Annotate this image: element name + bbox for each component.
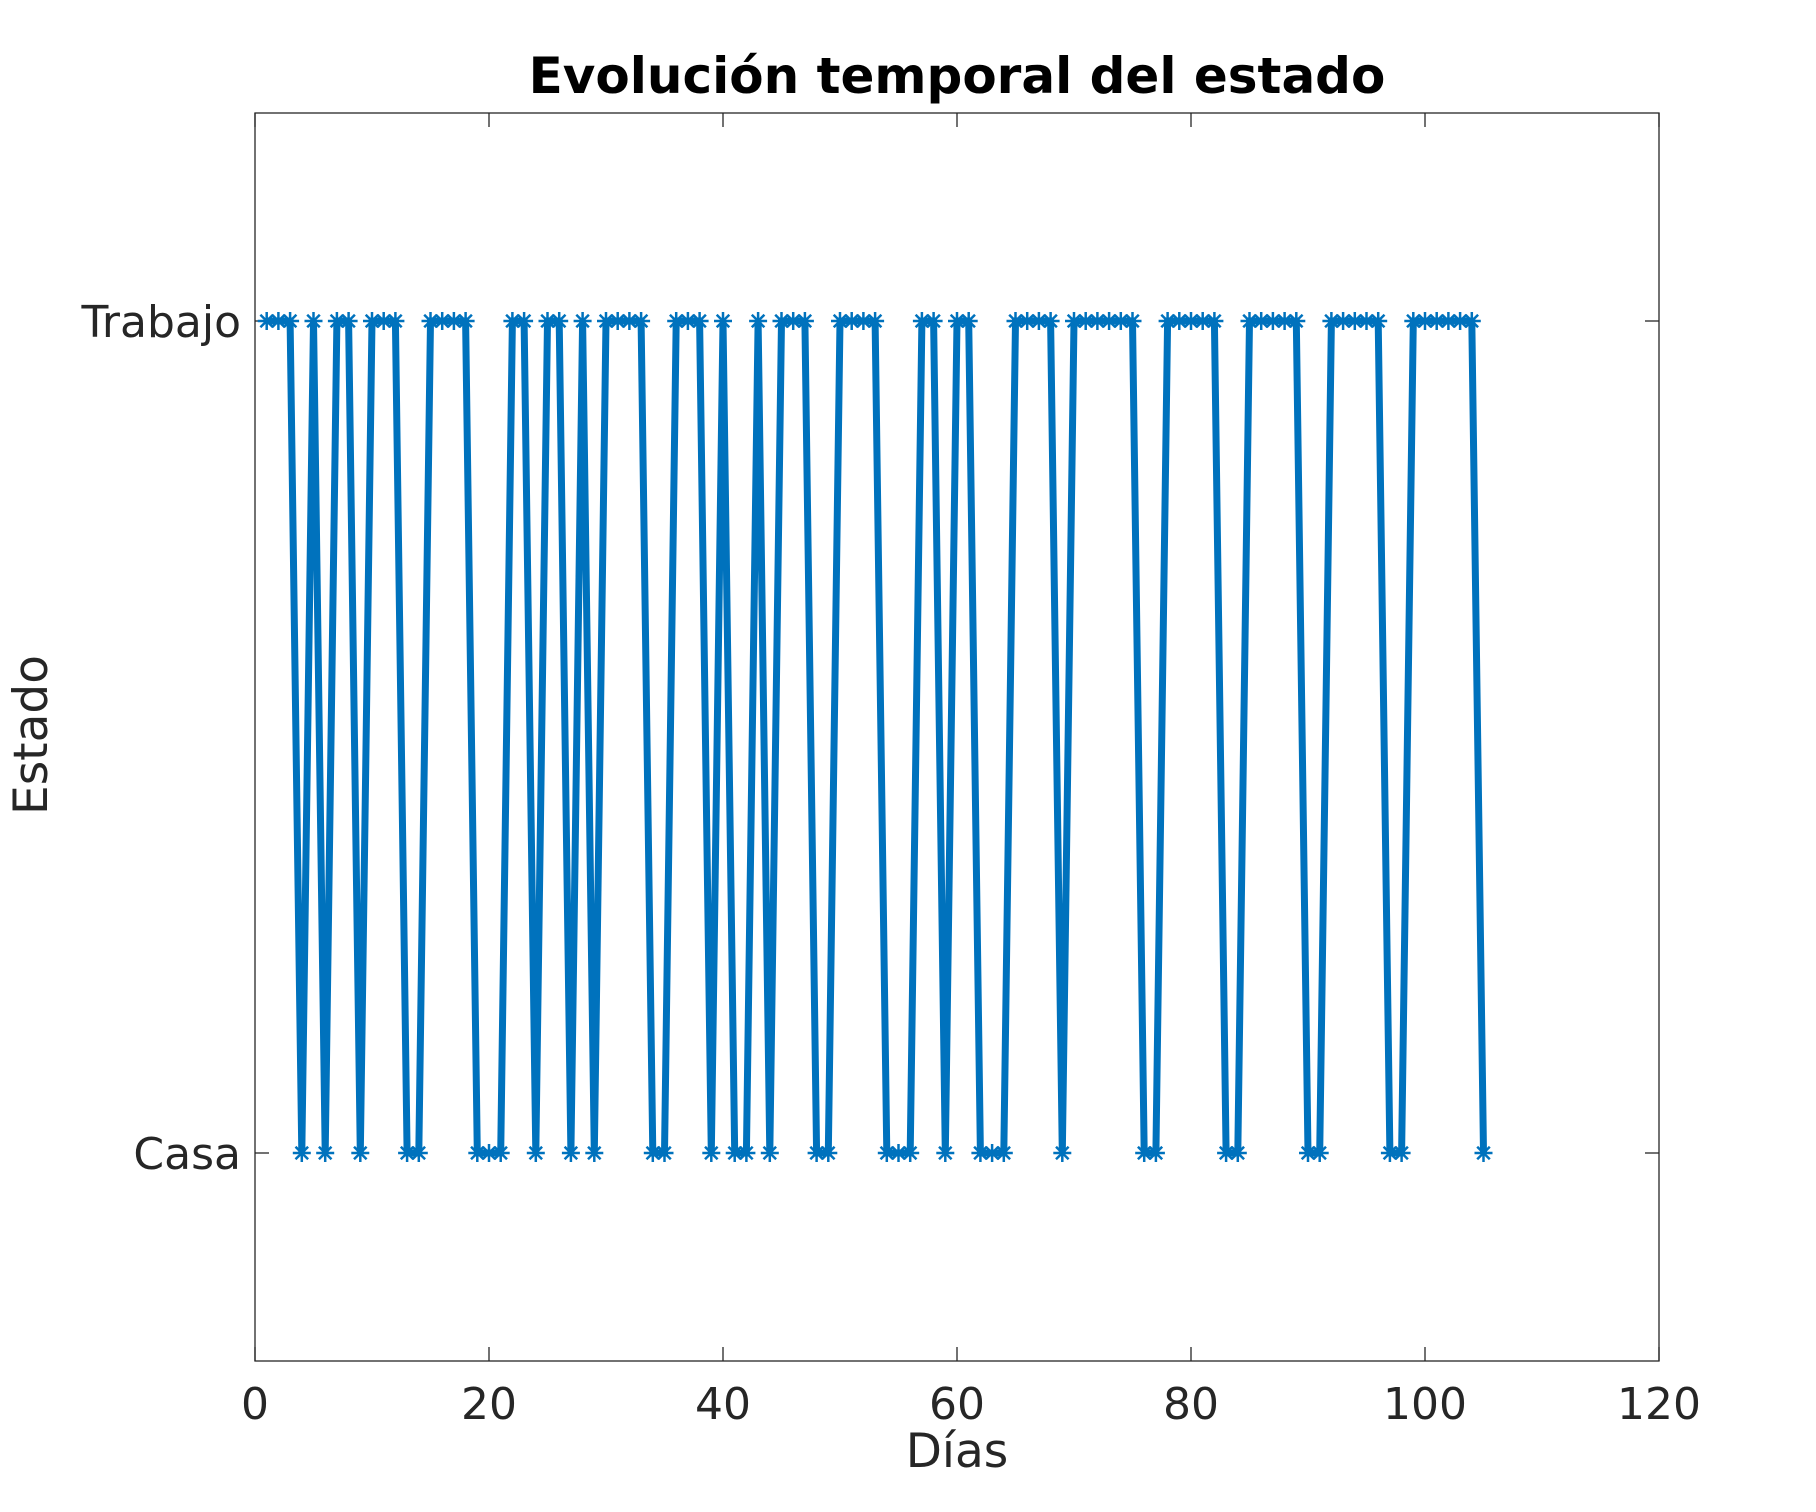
data-point bbox=[737, 1144, 756, 1162]
data-point bbox=[784, 312, 803, 330]
y-tick-label: Trabajo bbox=[81, 297, 242, 348]
data-point bbox=[363, 312, 381, 330]
data-point bbox=[573, 312, 592, 330]
data-point bbox=[1474, 1144, 1493, 1162]
data-point bbox=[1041, 312, 1060, 330]
data-point bbox=[1076, 312, 1095, 330]
data-point bbox=[1123, 312, 1142, 330]
x-axis-label: Días bbox=[906, 1424, 1009, 1479]
data-point bbox=[1065, 312, 1083, 330]
data-point bbox=[749, 312, 768, 330]
data-point bbox=[1369, 312, 1388, 330]
data-point bbox=[948, 312, 966, 330]
chart-title: Evolución temporal del estado bbox=[529, 47, 1386, 105]
x-tick-label: 40 bbox=[695, 1379, 751, 1430]
data-point bbox=[655, 1144, 674, 1162]
data-point bbox=[936, 1144, 955, 1162]
data-point bbox=[1416, 312, 1434, 330]
data-point bbox=[959, 312, 978, 330]
data-point bbox=[1392, 1144, 1411, 1162]
x-tick-label: 100 bbox=[1383, 1379, 1467, 1430]
data-point bbox=[421, 312, 440, 330]
data-point bbox=[1146, 1144, 1165, 1162]
data-point bbox=[760, 1144, 779, 1162]
x-tick-label: 60 bbox=[929, 1379, 985, 1430]
data-point bbox=[819, 1144, 838, 1162]
plot-background bbox=[255, 113, 1659, 1361]
data-point bbox=[994, 1144, 1013, 1162]
series-0 bbox=[257, 312, 1493, 1162]
data-point bbox=[1053, 1144, 1072, 1162]
data-point bbox=[854, 312, 873, 330]
data-point bbox=[702, 1144, 721, 1162]
axes-box bbox=[254, 112, 1660, 1362]
data-point bbox=[515, 312, 534, 330]
data-point bbox=[608, 312, 627, 330]
data-point bbox=[901, 1144, 920, 1162]
data-point bbox=[409, 1144, 428, 1162]
plot-area bbox=[255, 113, 1659, 1361]
data-point bbox=[889, 1144, 908, 1162]
data-point bbox=[866, 312, 885, 330]
data-point bbox=[561, 1144, 580, 1162]
data-point bbox=[503, 312, 522, 330]
data-point bbox=[725, 1144, 744, 1162]
data-point bbox=[351, 1144, 370, 1162]
x-tick-label: 0 bbox=[241, 1379, 269, 1430]
data-point bbox=[924, 312, 943, 330]
x-tick-label: 80 bbox=[1163, 1379, 1219, 1430]
data-point bbox=[526, 1144, 545, 1162]
data-point bbox=[304, 312, 323, 330]
data-point bbox=[877, 1144, 896, 1162]
x-tick-label: 20 bbox=[461, 1379, 517, 1430]
data-point bbox=[585, 1144, 604, 1162]
y-tick-label: Casa bbox=[133, 1129, 241, 1180]
data-point bbox=[597, 312, 615, 330]
data-point bbox=[292, 1144, 311, 1162]
data-point bbox=[398, 1144, 417, 1162]
data-point bbox=[456, 312, 475, 330]
data-point bbox=[842, 312, 861, 330]
data-point bbox=[1380, 1144, 1399, 1162]
data-point bbox=[281, 312, 300, 330]
data-point bbox=[1170, 312, 1189, 330]
data-point bbox=[1287, 312, 1306, 330]
data-point bbox=[1275, 312, 1294, 330]
data-point bbox=[632, 312, 651, 330]
data-point bbox=[1205, 312, 1224, 330]
data-point bbox=[1462, 312, 1481, 330]
data-point bbox=[339, 312, 358, 330]
y-axis-label: Estado bbox=[4, 655, 59, 815]
data-point bbox=[795, 312, 814, 330]
data-point bbox=[386, 312, 405, 330]
data-point bbox=[316, 1144, 335, 1162]
data-point bbox=[1158, 312, 1177, 330]
data-point bbox=[491, 1144, 510, 1162]
series-layer bbox=[257, 312, 1493, 1162]
data-point bbox=[690, 312, 709, 330]
axes-frame bbox=[254, 112, 1660, 1362]
data-point bbox=[1228, 1144, 1247, 1162]
data-point bbox=[550, 312, 569, 330]
data-point bbox=[1029, 312, 1048, 330]
data-point bbox=[714, 312, 732, 330]
data-point bbox=[1217, 1144, 1236, 1162]
tick-labels: 0 20 40 60 80 100 120 Casa Trabajo bbox=[81, 297, 1701, 1430]
data-point bbox=[643, 1144, 662, 1162]
x-tick-label: 120 bbox=[1617, 1379, 1701, 1430]
data-point bbox=[1310, 1144, 1329, 1162]
